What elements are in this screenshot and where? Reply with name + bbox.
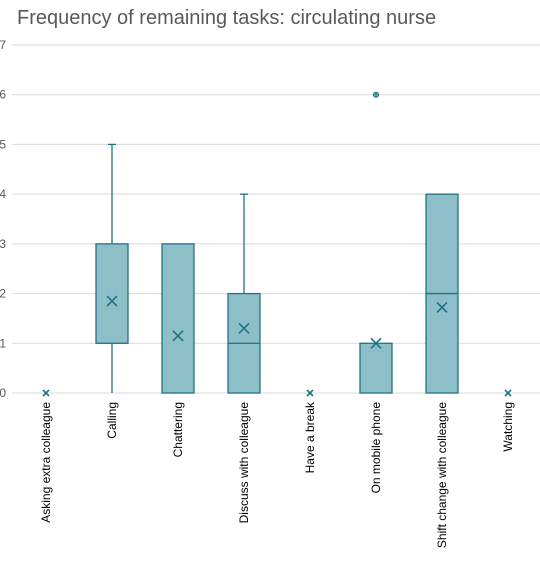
x-tick-label: Discuss with colleague [237,402,251,524]
x-tick-label: Watching [501,402,515,452]
y-tick-label: 7 [0,38,6,52]
x-tick-label: Shift change with colleague [435,402,449,548]
x-tick-label: Calling [105,402,119,439]
box-calling [95,243,129,344]
mean-marker [42,389,50,397]
outlier-point [373,91,379,98]
mean-marker [306,389,314,397]
y-tick-label: 5 [0,137,6,151]
chart-title: Frequency of remaining tasks: circulatin… [17,7,437,29]
y-tick-label: 3 [0,237,6,251]
mean-marker [436,301,448,314]
mean-marker [504,389,512,397]
mean-marker [106,295,118,307]
y-tick-label: 0 [0,386,6,400]
mean-marker [370,337,382,349]
x-tick-label: Chattering [171,402,185,457]
y-tick-label: 6 [0,88,6,102]
x-tick-label: On mobile phone [369,402,383,494]
box-on-mobile-phone [359,342,393,394]
mean-marker [172,330,184,342]
x-tick-label: Asking extra colleague [39,402,53,523]
mean-marker [238,322,250,334]
x-tick-label: Have a break [303,401,317,473]
box-chattering [161,243,195,394]
y-tick-label: 2 [0,287,6,301]
y-tick-label: 1 [0,336,6,350]
y-tick-label: 4 [0,187,6,201]
